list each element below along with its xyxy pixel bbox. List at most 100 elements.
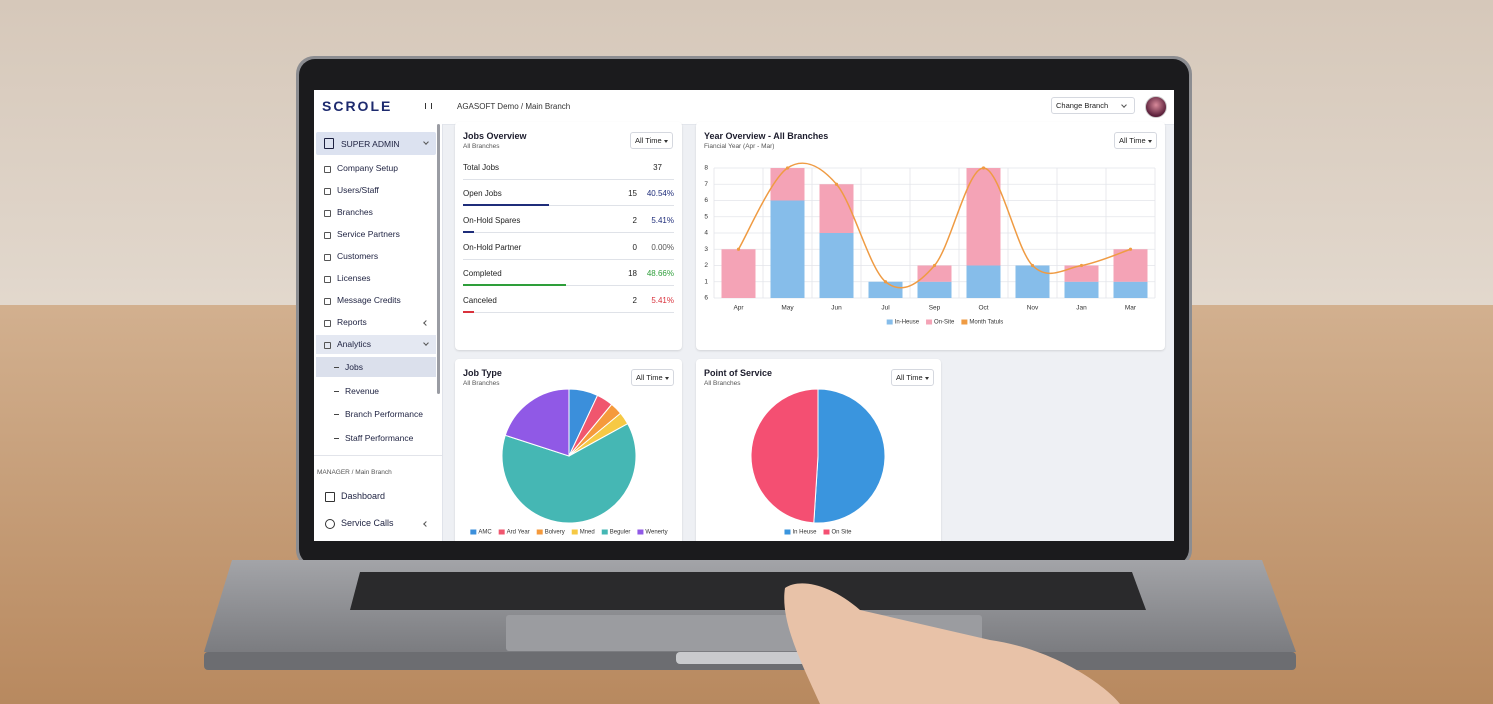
menu-icon	[324, 188, 331, 195]
row-divider	[463, 285, 674, 286]
button-label: Change Branch	[1056, 101, 1109, 110]
pie-slice	[750, 388, 819, 524]
submenu-item[interactable]: Jobs	[345, 362, 363, 372]
total-point	[785, 166, 790, 170]
legend-label: AMC	[478, 530, 492, 536]
progress-bar	[463, 284, 566, 286]
x-tick-label: Apr	[733, 305, 744, 312]
legend-swatch	[498, 529, 505, 535]
menu-item[interactable]: Analytics	[337, 339, 372, 349]
button-label: All Time	[635, 136, 662, 145]
legend: In-Heuse On-Site Month Tatuls	[886, 319, 1003, 326]
legend-swatch	[926, 319, 933, 325]
menu-item[interactable]: Company Setup	[337, 163, 398, 173]
menu-item[interactable]: Branches	[337, 207, 373, 217]
submenu-item[interactable]: Branch Performance	[345, 409, 423, 419]
bar-segment	[868, 281, 903, 298]
bar-segment	[1064, 281, 1099, 298]
row-percent: 40.54%	[646, 189, 674, 198]
menu-item[interactable]: Service Partners	[337, 229, 400, 239]
year-overview-card: 6 1 2 3 4 5 6 7 8 Apr May Jun Jul Sep Oct Nov Jan Mar In-H…	[696, 122, 1165, 350]
row-percent: 0.00%	[651, 243, 674, 252]
submenu-item[interactable]: Staff Performance	[345, 433, 414, 443]
legend-swatch	[571, 529, 578, 535]
avatar[interactable]	[1145, 96, 1167, 118]
bar-segment	[917, 265, 952, 282]
total-point	[932, 263, 937, 268]
row-count: 2	[632, 216, 637, 225]
legend-swatch	[961, 319, 968, 325]
legend-label: In Heuse	[792, 530, 817, 536]
menu-item[interactable]: Reports	[337, 317, 367, 327]
legend-swatch	[886, 319, 893, 325]
chevron	[423, 320, 429, 326]
notch	[676, 652, 816, 664]
menu-icon	[324, 232, 331, 239]
hand	[784, 583, 1120, 704]
card-subtitle: All Branches	[463, 143, 500, 150]
scrollbar	[437, 124, 440, 394]
x-tick-label: Jul	[881, 305, 890, 312]
keyboard	[350, 572, 1146, 610]
chart: AMC Ard Year Bolvery Mned Beguler Wenerty	[470, 388, 668, 536]
y-tick-label: 5	[704, 213, 708, 220]
menu-item[interactable]: Service Calls	[341, 518, 394, 528]
bar-segment	[966, 265, 1001, 298]
legend-label: In-Heuse	[895, 320, 920, 326]
filter-button[interactable]: All Time	[630, 132, 673, 149]
row-divider	[463, 205, 674, 206]
row-label: On-Hold Partner	[463, 243, 522, 252]
x-tick-label: Mar	[1125, 305, 1137, 312]
total-point	[883, 280, 888, 284]
screen: SCROLE AGASOFT Demo / Main Branch Change…	[314, 90, 1174, 541]
row-count: 18	[628, 269, 637, 278]
filter-button[interactable]: All Time	[1114, 132, 1157, 149]
row-percent: 5.41%	[651, 216, 674, 225]
y-tick-label: 1	[704, 278, 708, 285]
submenu-item[interactable]: Revenue	[345, 386, 380, 396]
bar-segment	[770, 168, 805, 201]
y-tick-label: 4	[704, 230, 708, 237]
menu-item[interactable]: Message Credits	[337, 295, 401, 305]
job-type-card: AMC Ard Year Bolvery Mned Beguler Wenerty Job …	[455, 359, 682, 541]
legend-label: Bolvery	[545, 530, 565, 536]
legend-swatch	[823, 529, 830, 535]
logo[interactable]: SCROLE	[322, 98, 393, 114]
row-divider	[463, 312, 674, 313]
card-title: Year Overview - All Branches	[704, 131, 829, 141]
bar-segment	[1113, 281, 1148, 298]
divider	[314, 455, 442, 456]
menu-icon	[324, 166, 331, 173]
change-branch-button[interactable]: Change Branch	[1051, 97, 1135, 114]
section-label: MANAGER / Main Branch	[317, 469, 392, 476]
chevron	[423, 521, 429, 527]
filter-button[interactable]: All Time	[891, 369, 934, 386]
pie-slice	[501, 423, 637, 524]
active-item-band	[316, 357, 436, 377]
card-title: Point of Service	[704, 368, 773, 378]
menu-item[interactable]: Users/Staff	[337, 185, 379, 195]
menu-icon	[324, 342, 331, 349]
legend: AMC Ard Year Bolvery Mned Beguler Wenerty	[470, 529, 668, 536]
total-point	[736, 247, 741, 251]
y-tick-label: 8	[704, 165, 708, 172]
menu-item[interactable]: Dashboard	[341, 491, 386, 501]
legend: In Heuse On Site	[784, 529, 852, 536]
row-label: Canceled	[463, 296, 497, 305]
x-tick-label: Nov	[1027, 305, 1039, 312]
menu-icon	[324, 298, 331, 305]
role-label[interactable]: SUPER ADMIN	[341, 139, 400, 149]
menu-item[interactable]: Licenses	[337, 273, 371, 283]
bar-segment	[1064, 265, 1099, 282]
filter-button[interactable]: All Time	[631, 369, 674, 386]
collapse-icon[interactable]	[425, 103, 432, 109]
row-label: Total Jobs	[463, 163, 500, 172]
x-tick-label: Jun	[831, 305, 842, 312]
progress-bar	[463, 231, 475, 233]
x-tick-label: Oct	[978, 305, 988, 312]
bar-segment	[1113, 249, 1148, 282]
bar-segment	[819, 184, 854, 233]
active-group-band	[316, 335, 436, 354]
menu-item[interactable]: Customers	[337, 251, 379, 261]
pie-slice	[813, 388, 886, 524]
